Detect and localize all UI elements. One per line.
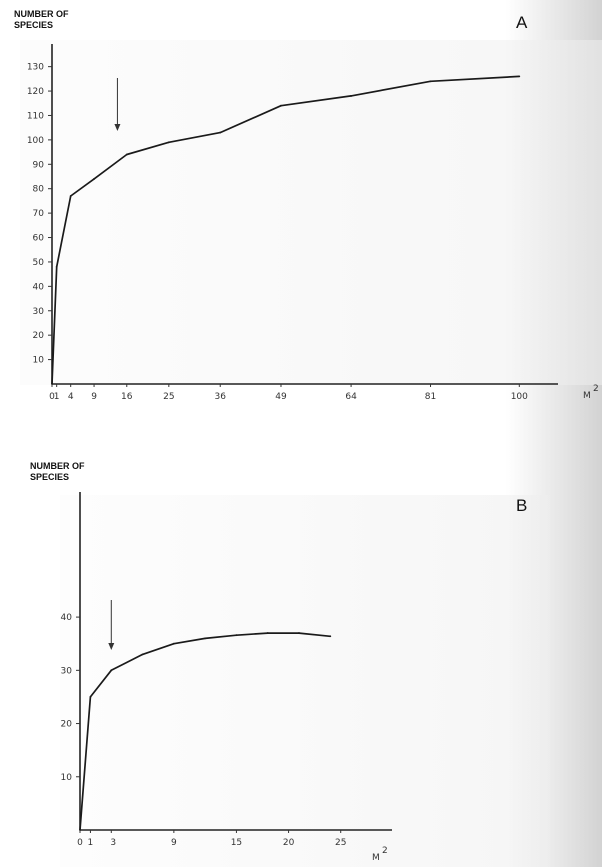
y-tick-label: 40 [61, 613, 73, 623]
y-tick-label: 40 [33, 282, 45, 292]
x-tick-label: 64 [345, 392, 357, 400]
x-tick-label: 16 [121, 392, 133, 400]
data-point [167, 141, 170, 144]
x-tick-label: 1 [54, 392, 60, 400]
x-tick-label: 25 [335, 838, 346, 848]
x-axis-label: M [583, 391, 591, 400]
data-point [51, 383, 53, 385]
x-tick-label: 4 [68, 392, 74, 400]
y-tick-label: 110 [27, 111, 44, 121]
chart-b-ylabel: NUMBER OF SPECIES [30, 461, 85, 482]
x-axis-label: M [372, 853, 380, 863]
y-tick-label: 60 [33, 234, 45, 244]
x-tick-label: 25 [163, 392, 174, 400]
y-tick-label: 70 [33, 209, 45, 219]
y-tick-label: 30 [33, 307, 45, 317]
x-tick-label: 9 [171, 838, 177, 848]
data-point [429, 80, 432, 83]
chart-a-panel-letter: A [516, 13, 528, 32]
y-tick-label: 10 [61, 773, 73, 783]
chart-b-panel-letter: B [516, 496, 528, 515]
y-tick-label: 20 [61, 720, 73, 730]
x-axis-label-exponent: 2 [382, 846, 388, 856]
data-point [141, 653, 144, 656]
data-point [329, 635, 332, 638]
data-point [280, 104, 282, 107]
y-tick-label: 100 [27, 136, 44, 146]
x-tick-label: 36 [215, 392, 227, 400]
data-point [89, 696, 92, 698]
x-axis-label-exponent: 2 [593, 384, 599, 394]
data-point [79, 829, 81, 831]
data-point [219, 131, 222, 134]
x-tick-label: 15 [231, 838, 242, 848]
data-point [69, 195, 72, 197]
data-point [350, 95, 352, 97]
x-tick-label: 0 [49, 392, 55, 400]
arrow-head [114, 124, 121, 131]
y-tick-label: 90 [33, 160, 45, 170]
x-tick-label: 3 [110, 838, 116, 848]
y-tick-label: 130 [27, 63, 44, 73]
y-tick-label: 80 [33, 185, 45, 195]
series-line [79, 632, 331, 831]
data-point [55, 265, 58, 268]
y-tick-label: 10 [33, 356, 45, 366]
x-tick-label: 9 [91, 392, 97, 400]
x-tick-label: 49 [275, 392, 287, 400]
x-tick-label: 1 [88, 838, 94, 848]
data-point [110, 669, 113, 672]
x-tick-label: 0 [77, 838, 83, 848]
data-point [172, 642, 175, 645]
data-point [518, 75, 521, 78]
data-point [204, 637, 207, 640]
data-point [93, 178, 95, 180]
arrow-head [108, 643, 115, 650]
y-tick-label: 20 [33, 331, 45, 341]
y-tick-label: 30 [61, 666, 73, 676]
y-tick-label: 120 [27, 87, 44, 97]
data-point [235, 634, 238, 637]
chart-a-ylabel: NUMBER OF SPECIES [14, 9, 69, 30]
x-tick-label: 20 [283, 838, 295, 848]
x-tick-label: 100 [511, 392, 528, 400]
data-point [266, 632, 269, 634]
data-point [125, 153, 128, 156]
y-tick-label: 50 [33, 258, 45, 268]
x-tick-label: 81 [425, 392, 436, 400]
data-point [298, 632, 300, 634]
